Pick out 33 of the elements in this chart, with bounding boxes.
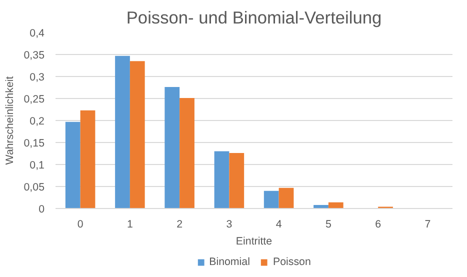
- x-tick-label: 3: [226, 218, 232, 230]
- x-tick-label: 4: [276, 218, 282, 230]
- y-tick-label: 0,25: [24, 94, 45, 106]
- x-tick-label: 5: [325, 218, 332, 230]
- y-tick-label: 0,15: [24, 138, 45, 150]
- bar: [65, 122, 80, 208]
- bar: [264, 190, 279, 208]
- legend-label: Poisson: [272, 256, 311, 268]
- y-tick-label: 0,4: [30, 28, 45, 40]
- bar: [328, 202, 344, 208]
- bar: [180, 98, 194, 208]
- bar: [115, 56, 130, 208]
- y-tick-label: 0,2: [30, 116, 45, 128]
- chart-title: Poisson- und Binomial-Verteilung: [126, 8, 382, 28]
- bar: [278, 188, 294, 208]
- x-tick-label: 1: [126, 218, 133, 230]
- y-axis-title: Wahrscheinlichkeit: [4, 76, 16, 165]
- y-tick-label: 0,1: [30, 160, 45, 172]
- y-tick-label: 0,3: [30, 72, 45, 84]
- bar: [164, 87, 180, 208]
- x-tick-label: 2: [176, 218, 183, 230]
- bar: [80, 110, 96, 208]
- bar: [229, 153, 244, 208]
- y-tick-label: 0: [38, 204, 45, 216]
- bar: [130, 61, 145, 208]
- x-tick-label: 0: [77, 218, 84, 230]
- x-tick-label: 7: [424, 218, 431, 230]
- y-tick-label: 0,35: [24, 50, 45, 62]
- y-tick-label: 0,05: [24, 182, 45, 194]
- x-tick-label: 6: [375, 218, 382, 230]
- x-axis-title: Eintritte: [236, 236, 272, 248]
- legend-label: Binomial: [209, 256, 250, 268]
- bar: [214, 151, 230, 208]
